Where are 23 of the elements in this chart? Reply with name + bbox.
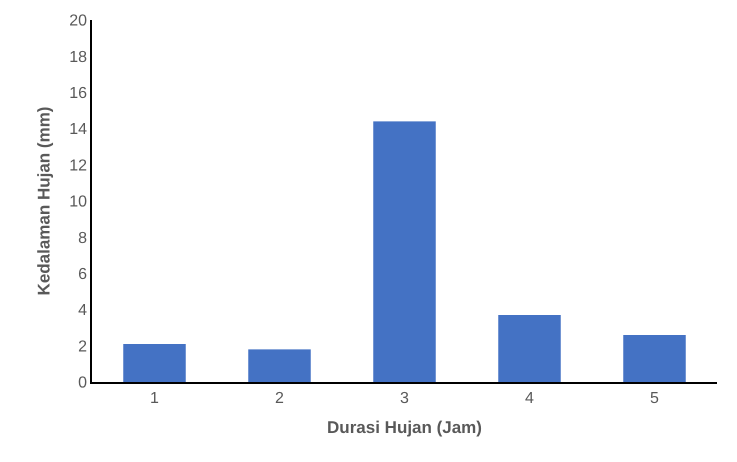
y-tick-label: 0 bbox=[78, 374, 88, 392]
x-tick-label: 3 bbox=[400, 390, 410, 407]
y-axis-title: Kedalaman Hujan (mm) bbox=[34, 106, 54, 296]
y-tick-label: 6 bbox=[78, 266, 88, 283]
y-tick-label: 4 bbox=[78, 302, 88, 320]
bar bbox=[123, 344, 186, 382]
y-tick-label: 14 bbox=[69, 121, 88, 138]
bar bbox=[623, 334, 686, 382]
y-tick-label: 12 bbox=[69, 157, 88, 174]
y-tick-label: 16 bbox=[69, 85, 88, 102]
bar bbox=[373, 121, 436, 382]
y-tick-label: 8 bbox=[78, 230, 88, 247]
bar bbox=[248, 349, 311, 382]
x-tick-label: 2 bbox=[275, 390, 284, 407]
y-tick-label: 10 bbox=[69, 194, 88, 211]
x-axis-title: Durasi Hujan (Jam) bbox=[327, 418, 482, 437]
x-tick-label: 4 bbox=[525, 390, 534, 407]
x-tick-label: 1 bbox=[150, 390, 160, 407]
y-tick-label: 18 bbox=[69, 48, 88, 66]
x-tick-label: 5 bbox=[650, 390, 660, 407]
y-tick-label: 2 bbox=[78, 338, 88, 356]
bar bbox=[498, 315, 561, 382]
y-tick-label: 20 bbox=[69, 12, 88, 30]
